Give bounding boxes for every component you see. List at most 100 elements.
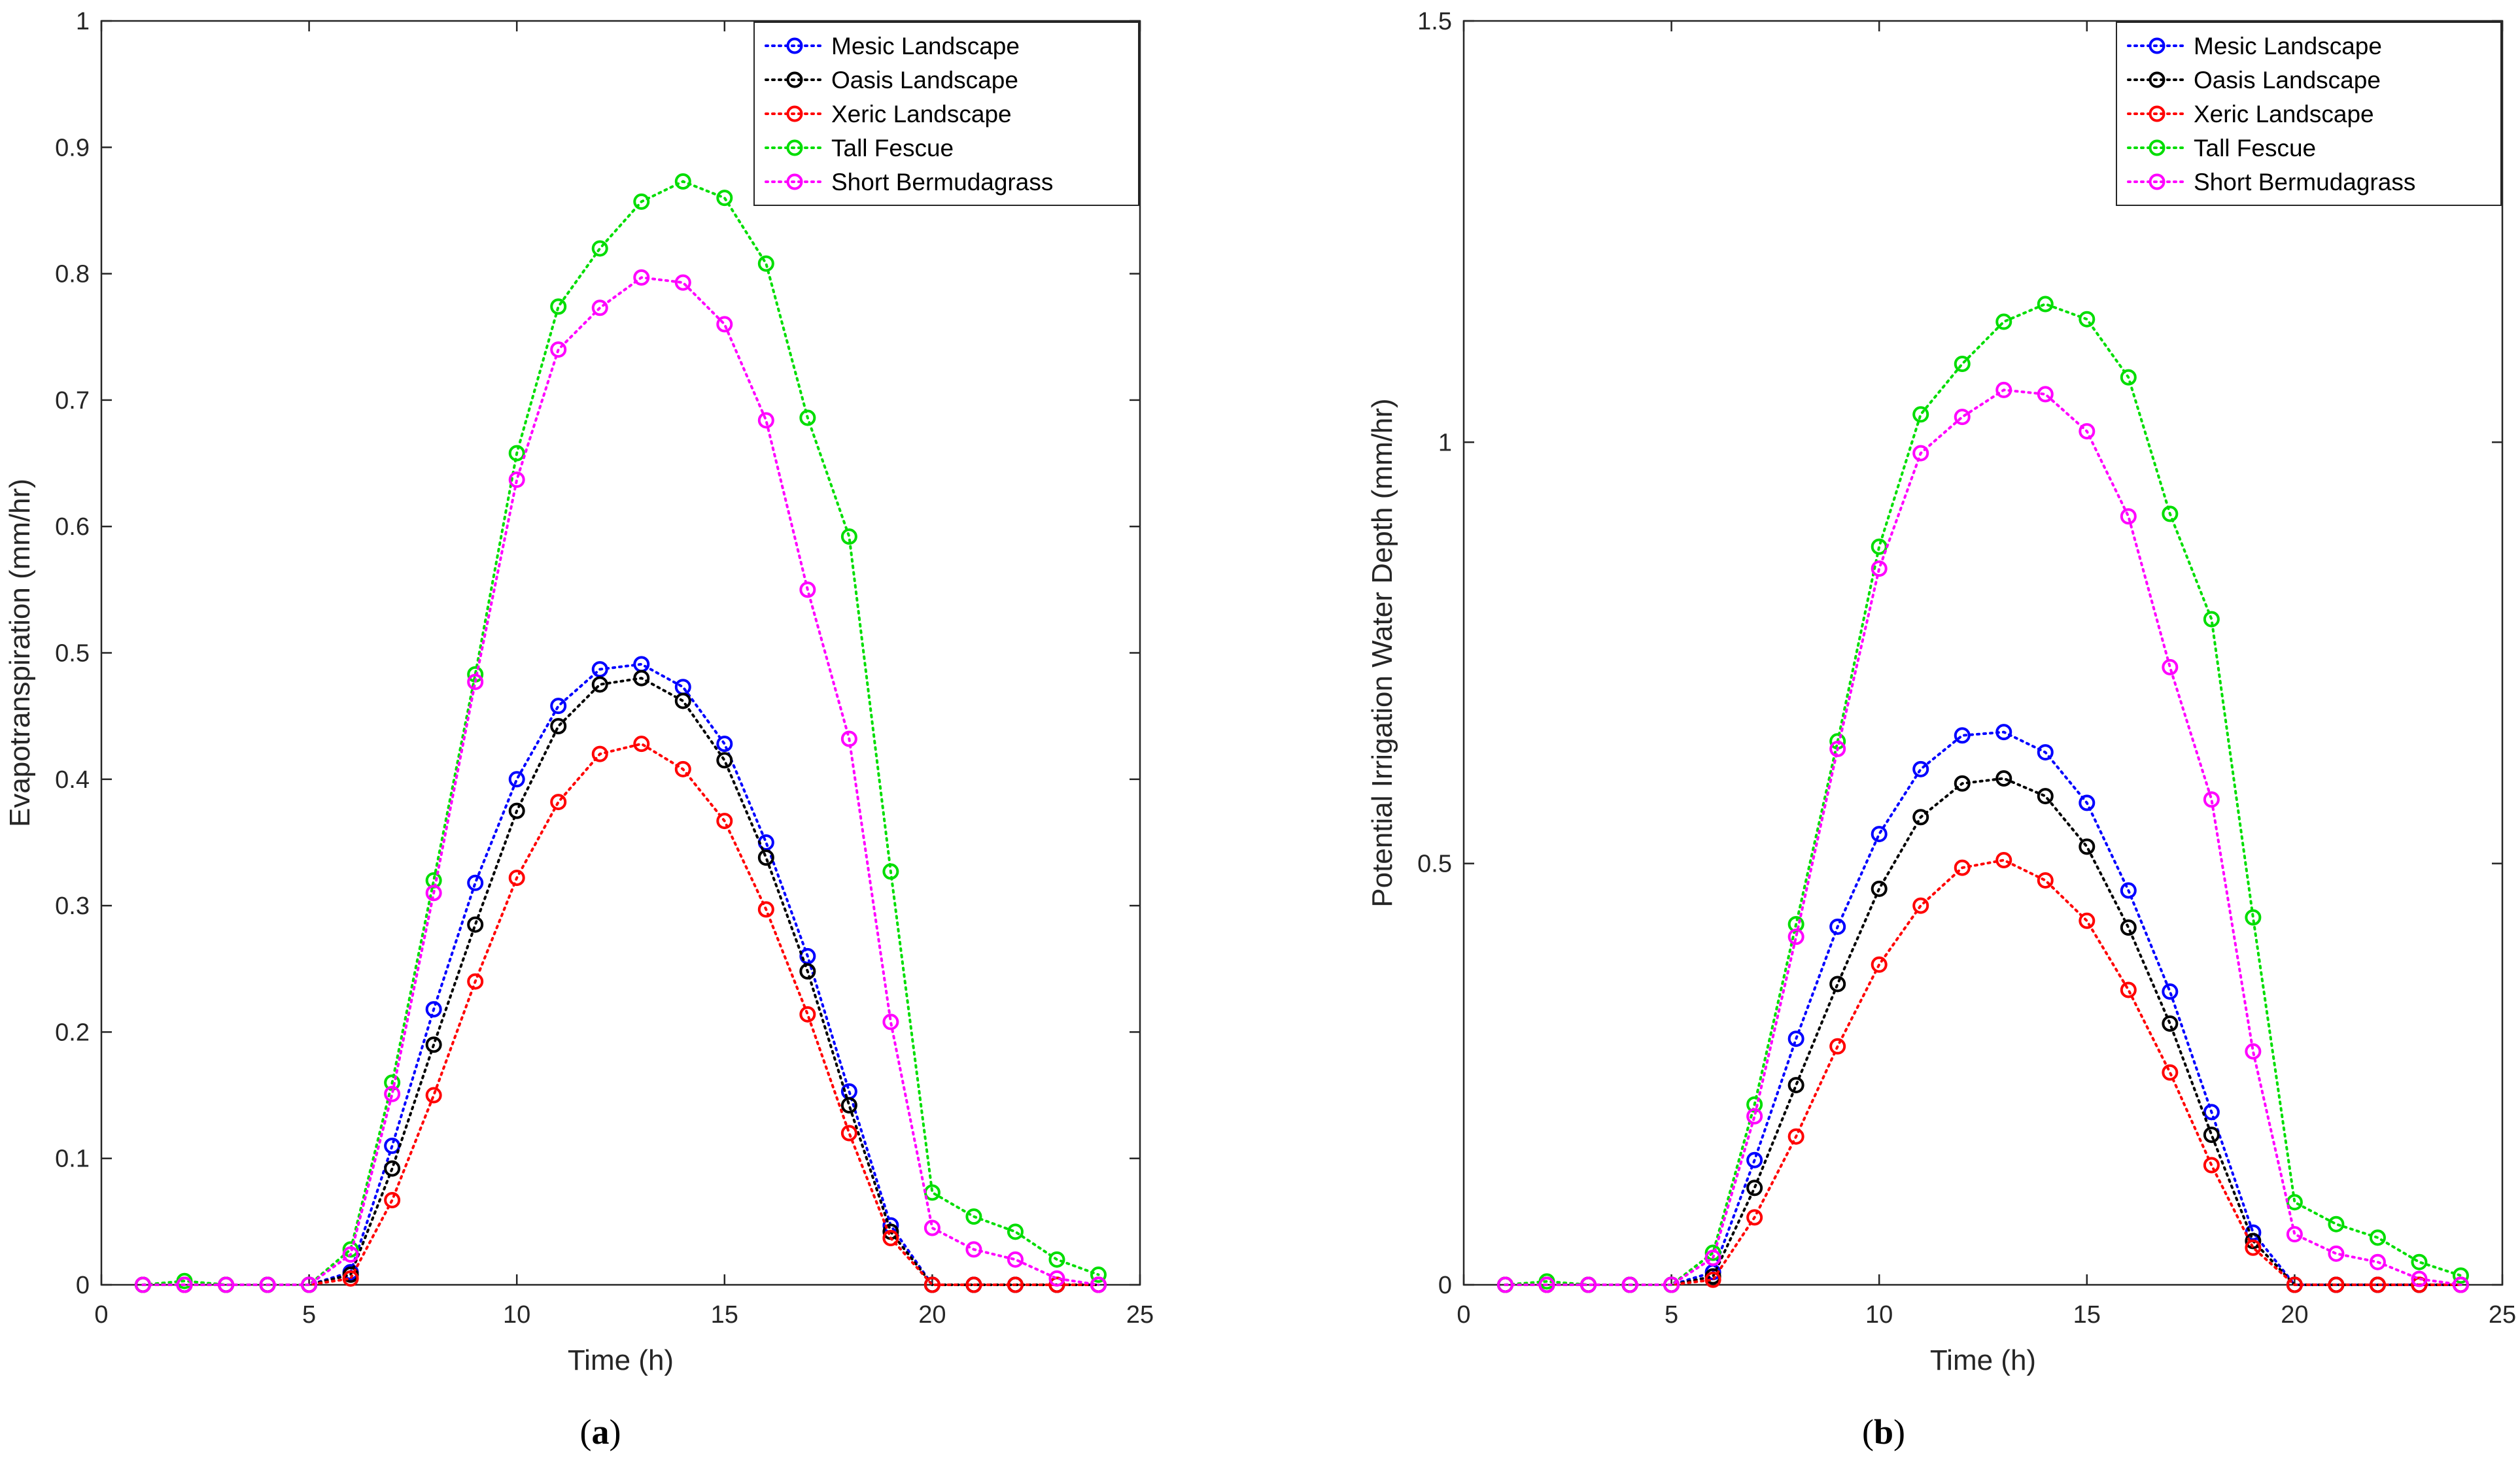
data-point — [882, 1229, 899, 1246]
data-point — [2203, 1104, 2220, 1121]
data-point — [1663, 1276, 1680, 1293]
data-point — [1912, 897, 1929, 914]
data-point — [2162, 983, 2179, 1000]
data-point — [2245, 1239, 2262, 1256]
data-point — [1704, 1250, 1721, 1266]
legend-label: Tall Fescue — [831, 135, 954, 162]
caption-open-paren: ( — [1862, 1412, 1874, 1452]
series-oasis-landscape — [1497, 770, 2469, 1293]
data-point — [2328, 1245, 2345, 1262]
series-oasis-landscape — [135, 670, 1107, 1293]
data-point — [425, 885, 442, 902]
x-tick-label: 20 — [918, 1301, 946, 1329]
data-point — [1995, 852, 2012, 869]
legend-entry-xeric-landscape: Xeric Landscape — [765, 101, 1012, 128]
legend-marker — [2149, 37, 2166, 54]
data-point — [1497, 1276, 1514, 1293]
x-tick-label: 0 — [1457, 1301, 1470, 1329]
data-point — [2452, 1276, 2469, 1293]
data-point — [1871, 560, 1888, 577]
data-point — [2369, 1229, 2386, 1246]
data-point — [757, 412, 774, 429]
data-point — [467, 673, 484, 690]
plot-area-frame — [100, 20, 1141, 1286]
data-point — [2411, 1270, 2428, 1287]
legend-label: Short Bermudagrass — [2194, 169, 2415, 196]
data-point — [1829, 1038, 1846, 1055]
data-point — [799, 581, 816, 598]
data-point — [425, 1036, 442, 1053]
data-point — [2411, 1276, 2428, 1293]
data-point — [508, 445, 525, 462]
data-point — [467, 973, 484, 990]
x-tick-label: 5 — [1665, 1301, 1678, 1329]
legend-label: Oasis Landscape — [831, 67, 1018, 94]
data-point — [2120, 508, 2137, 525]
data-point — [467, 916, 484, 933]
data-point — [674, 760, 691, 777]
data-point — [633, 193, 650, 210]
series-short-bermudagrass — [1497, 381, 2469, 1293]
data-point — [1704, 1244, 1721, 1261]
data-point — [716, 813, 733, 830]
data-point — [591, 299, 608, 316]
data-point — [508, 471, 525, 488]
panel-caption: (b) — [1862, 1412, 1905, 1452]
legend-entry-short-bermudagrass: Short Bermudagrass — [765, 169, 1053, 196]
data-point — [2203, 1127, 2220, 1144]
data-point — [2037, 872, 2054, 889]
legend-marker — [786, 71, 803, 88]
series-line — [141, 662, 1100, 1286]
series-line — [1504, 777, 2462, 1286]
data-point — [716, 190, 733, 207]
data-point — [1007, 1276, 1024, 1293]
data-point — [840, 730, 857, 747]
data-point — [2120, 981, 2137, 998]
legend-entry-mesic-landscape: Mesic Landscape — [765, 33, 1020, 60]
data-point — [1746, 1180, 1763, 1197]
legend-marker — [2149, 71, 2166, 88]
data-point — [882, 863, 899, 880]
y-tick-label: 0.7 — [55, 387, 90, 415]
data-point — [591, 661, 608, 678]
data-point — [259, 1276, 276, 1293]
x-tick-label: 10 — [503, 1301, 530, 1329]
caption-letter: a — [592, 1412, 610, 1452]
data-point — [2203, 1157, 2220, 1174]
legend-entry-tall-fescue: Tall Fescue — [765, 135, 954, 162]
data-point — [1912, 445, 1929, 462]
legend-marker — [2149, 105, 2166, 122]
legend-label: Xeric Landscape — [2194, 101, 2374, 128]
data-point — [674, 679, 691, 696]
data-point — [1912, 809, 1929, 826]
data-point — [757, 255, 774, 272]
data-point — [342, 1270, 359, 1287]
data-point — [342, 1241, 359, 1258]
data-point — [633, 670, 650, 687]
series-line — [1504, 858, 2462, 1286]
x-tick-label: 25 — [1126, 1301, 1154, 1329]
data-point — [1007, 1223, 1024, 1240]
series-mesic-landscape — [1497, 724, 2469, 1293]
data-point — [840, 1097, 857, 1114]
y-tick-label: 0.5 — [1417, 851, 1452, 878]
legend-marker — [2149, 173, 2166, 190]
data-point — [674, 692, 691, 709]
legend-entry-oasis-landscape: Oasis Landscape — [2127, 67, 2381, 94]
data-point — [384, 1160, 401, 1177]
data-point — [1538, 1276, 1555, 1293]
data-point — [176, 1276, 193, 1293]
plot-area-frame — [1462, 20, 2504, 1286]
series-line — [1504, 302, 2462, 1286]
data-point — [965, 1241, 982, 1258]
data-point — [384, 1191, 401, 1208]
y-tick-label: 0.3 — [55, 892, 90, 920]
y-axis-label: Evapotranspiration (mm/hr) — [4, 479, 36, 827]
data-point — [840, 528, 857, 545]
data-point — [2245, 1043, 2262, 1060]
data-point — [1787, 1030, 1804, 1047]
data-point — [2162, 505, 2179, 522]
data-point — [2079, 912, 2096, 929]
data-point — [965, 1208, 982, 1225]
